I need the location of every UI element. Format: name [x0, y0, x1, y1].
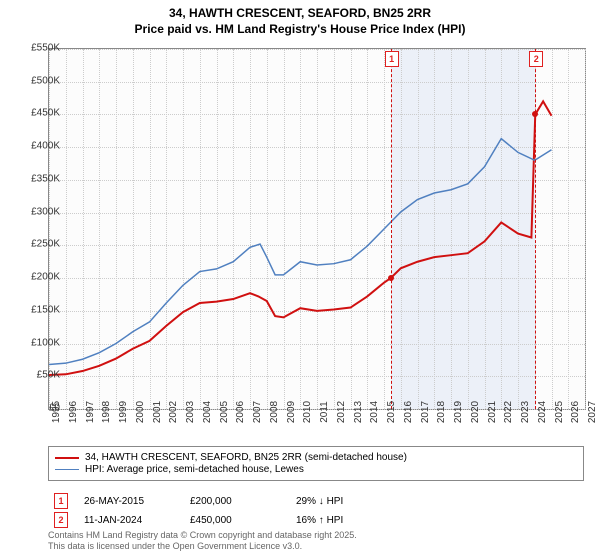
y-tick-label: £300K	[16, 206, 60, 217]
marker-vline	[535, 49, 536, 409]
x-tick-label: 1998	[101, 401, 112, 423]
y-tick-label: £350K	[16, 173, 60, 184]
y-tick-label: £500K	[16, 75, 60, 86]
series-line-hpi	[49, 139, 552, 365]
x-tick-label: 2004	[202, 401, 213, 423]
footer-line2: This data is licensed under the Open Gov…	[48, 541, 584, 552]
y-tick-label: £100K	[16, 337, 60, 348]
x-tick-label: 2006	[235, 401, 246, 423]
event-row: 1 26-MAY-2015 £200,000 29% ↓ HPI	[54, 493, 578, 509]
chart-plot-area: 12	[48, 48, 586, 410]
x-tick-label: 2022	[503, 401, 514, 423]
x-tick-label: 2024	[537, 401, 548, 423]
event-marker-1: 1	[54, 493, 68, 509]
marker-vline	[391, 49, 392, 409]
gridline-v	[585, 49, 586, 409]
y-tick-label: £450K	[16, 108, 60, 119]
x-tick-label: 2026	[570, 401, 581, 423]
x-tick-label: 2019	[453, 401, 464, 423]
x-tick-label: 2017	[420, 401, 431, 423]
x-tick-label: 2008	[269, 401, 280, 423]
title-line2: Price paid vs. HM Land Registry's House …	[0, 22, 600, 38]
y-tick-label: £200K	[16, 272, 60, 283]
x-tick-label: 2000	[135, 401, 146, 423]
x-tick-label: 2005	[219, 401, 230, 423]
event-price: £450,000	[190, 515, 280, 526]
x-tick-label: 2009	[286, 401, 297, 423]
marker-box-2: 2	[529, 51, 543, 67]
series-line-property	[49, 101, 552, 375]
legend: 34, HAWTH CRESCENT, SEAFORD, BN25 2RR (s…	[48, 446, 584, 481]
y-tick-label: £400K	[16, 141, 60, 152]
x-tick-label: 2013	[353, 401, 364, 423]
x-tick-label: 2025	[554, 401, 565, 423]
legend-row: 34, HAWTH CRESCENT, SEAFORD, BN25 2RR (s…	[55, 452, 577, 463]
legend-swatch-hpi	[55, 469, 79, 470]
legend-label-hpi: HPI: Average price, semi-detached house,…	[85, 464, 304, 475]
x-tick-label: 2023	[520, 401, 531, 423]
event-marker-2: 2	[54, 512, 68, 528]
y-tick-label: £150K	[16, 304, 60, 315]
x-tick-label: 2010	[302, 401, 313, 423]
event-date: 26-MAY-2015	[84, 496, 174, 507]
event-price: £200,000	[190, 496, 280, 507]
y-tick-label: £50K	[16, 370, 60, 381]
marker-box-1: 1	[385, 51, 399, 67]
x-tick-label: 2021	[487, 401, 498, 423]
y-tick-label: £250K	[16, 239, 60, 250]
x-tick-label: 2012	[336, 401, 347, 423]
chart-svg	[49, 49, 585, 409]
x-tick-label: 2015	[386, 401, 397, 423]
x-tick-label: 1996	[68, 401, 79, 423]
footer: Contains HM Land Registry data © Crown c…	[48, 530, 584, 552]
title-block: 34, HAWTH CRESCENT, SEAFORD, BN25 2RR Pr…	[0, 0, 600, 37]
x-tick-label: 2016	[403, 401, 414, 423]
legend-label-property: 34, HAWTH CRESCENT, SEAFORD, BN25 2RR (s…	[85, 452, 407, 463]
x-tick-label: 1995	[51, 401, 62, 423]
footer-line1: Contains HM Land Registry data © Crown c…	[48, 530, 584, 541]
x-tick-label: 2003	[185, 401, 196, 423]
x-tick-label: 1997	[85, 401, 96, 423]
x-tick-label: 2018	[436, 401, 447, 423]
x-tick-label: 2001	[152, 401, 163, 423]
event-date: 11-JAN-2024	[84, 515, 174, 526]
legend-swatch-property	[55, 457, 79, 459]
legend-row: HPI: Average price, semi-detached house,…	[55, 464, 577, 475]
marker-dot	[388, 275, 394, 281]
chart-container: 34, HAWTH CRESCENT, SEAFORD, BN25 2RR Pr…	[0, 0, 600, 560]
event-delta: 29% ↓ HPI	[296, 496, 386, 507]
event-row: 2 11-JAN-2024 £450,000 16% ↑ HPI	[54, 512, 578, 528]
x-tick-label: 2014	[369, 401, 380, 423]
title-line1: 34, HAWTH CRESCENT, SEAFORD, BN25 2RR	[0, 6, 600, 22]
x-tick-label: 1999	[118, 401, 129, 423]
x-tick-label: 2020	[470, 401, 481, 423]
events-table: 1 26-MAY-2015 £200,000 29% ↓ HPI 2 11-JA…	[48, 486, 584, 535]
x-tick-label: 2002	[168, 401, 179, 423]
y-tick-label: £550K	[16, 43, 60, 54]
x-tick-label: 2011	[319, 401, 330, 423]
event-delta: 16% ↑ HPI	[296, 515, 386, 526]
x-tick-label: 2007	[252, 401, 263, 423]
x-tick-label: 2027	[587, 401, 598, 423]
marker-dot	[532, 111, 538, 117]
